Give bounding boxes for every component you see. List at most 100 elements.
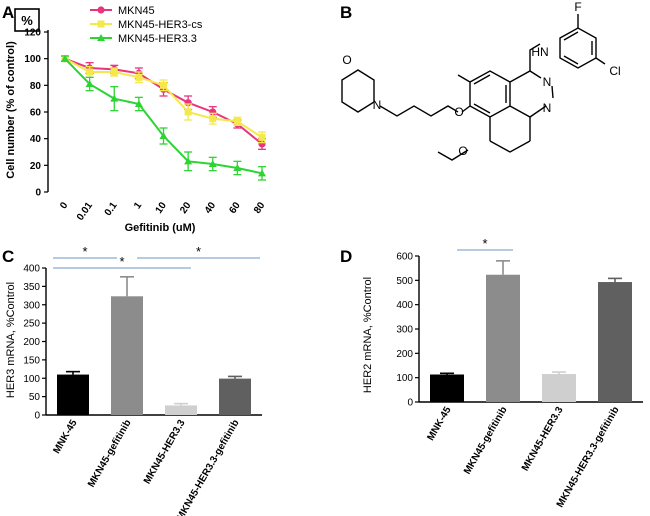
panel-label-d: D (340, 247, 352, 266)
propyl-chain (379, 105, 459, 117)
significance-star: * (82, 244, 87, 259)
panel-label-b: B (340, 3, 352, 22)
data-point (233, 117, 241, 125)
y-axis-title-c: HER3 mRNA, %Control (5, 282, 17, 398)
atom-cl: Cl (609, 64, 620, 78)
chemical-structure-gefitinib (341, 14, 606, 161)
phenyl-ring (559, 27, 597, 69)
aniline-link (529, 43, 541, 71)
y-tick-label: 100 (396, 373, 413, 384)
significance-star: * (482, 236, 487, 251)
bar (57, 374, 89, 415)
y-tick-label: 0 (407, 398, 413, 409)
phenyl-double-bonds (563, 31, 593, 65)
y-tick-label-a: 0 (35, 188, 41, 199)
y-tick-label: 150 (23, 355, 40, 366)
methoxy-chain (437, 149, 469, 161)
bar (486, 274, 520, 402)
data-point (85, 80, 94, 87)
panel-label-c: C (2, 247, 14, 266)
data-point (208, 160, 217, 167)
y-tick-label-a: 80 (30, 81, 42, 92)
benzene-double-bonds (473, 74, 507, 114)
pyrimidine-ring (509, 70, 547, 118)
panel-a: A % Cell number (% of control) Gefitinib… (2, 3, 268, 234)
ring-substituents (457, 74, 471, 113)
y-axis-title-a: Cell number (% of control) (5, 41, 17, 179)
y-tick-label-a: 60 (30, 108, 42, 119)
atom-labels: N O O O N N HN F Cl (342, 0, 620, 158)
data-point (159, 132, 168, 139)
atom-o-ether: O (454, 105, 463, 119)
x-tick-label: MKN45-HER3.3-gefitinib (175, 418, 242, 516)
series-line-2 (64, 57, 263, 175)
data-point (184, 157, 193, 165)
legend-marker (97, 20, 105, 28)
bar (598, 282, 632, 402)
data-point (160, 81, 167, 89)
pyrimidine-lower (489, 117, 531, 153)
series-line-1 (64, 57, 263, 139)
legend-label: MKN45-HER3-cs (118, 19, 203, 31)
y-tick-label: 600 (396, 252, 413, 263)
y-tick-label: 350 (23, 282, 40, 293)
legend-marker (97, 34, 105, 41)
data-point (258, 169, 266, 177)
x-tick-label: MKN45-gefitinib (462, 405, 510, 476)
benzene-ring (469, 70, 511, 118)
atom-hn: HN (531, 45, 548, 59)
data-point (110, 68, 118, 76)
pyrimidine-bond (551, 85, 554, 99)
y-tick-label: 100 (23, 374, 40, 385)
x-tick-label: MKN45-HER3.3 (520, 405, 566, 473)
atom-n-morpholine: N (373, 98, 382, 112)
y-tick-label: 400 (23, 264, 40, 275)
y-tick-label: 300 (396, 325, 413, 336)
y-tick-label: 50 (29, 392, 41, 403)
y-tick-label: 250 (23, 319, 40, 330)
y-tick-label: 300 (23, 300, 40, 311)
x-tick-label-a: 20 (178, 200, 194, 216)
atom-o-morpholine: O (342, 53, 351, 67)
y-tick-label-a: 120 (24, 28, 41, 39)
x-tick-label-a: 10 (154, 200, 170, 216)
data-point (258, 133, 266, 141)
data-point (209, 115, 217, 123)
atom-f: F (574, 0, 581, 14)
legend-label: MKN45 (118, 5, 155, 17)
x-tick-label-a: 40 (203, 200, 219, 216)
bar (165, 405, 197, 415)
data-point (86, 68, 94, 76)
data-point (135, 73, 143, 81)
x-tick-label: MNK-45 (51, 418, 79, 456)
significance-star: * (196, 244, 201, 259)
data-point (184, 108, 192, 116)
data-point (110, 94, 119, 102)
atom-n-quinazoline-1: N (543, 75, 552, 89)
y-tick-label-a: 20 (30, 161, 42, 172)
panel-label-a: A (2, 3, 14, 22)
x-tick-label: MKN45-HER3.3-gefitinib (555, 405, 622, 510)
significance-star: * (119, 254, 124, 269)
corner-mark: % (21, 13, 33, 28)
x-tick-label-a: 80 (252, 200, 268, 216)
panel-d: D HER2 mRNA, %Control 0 100 200 300 400 500 60… (340, 236, 643, 510)
y-tick-label: 200 (23, 337, 40, 348)
x-tick-label: MKN45-gefitinib (86, 418, 134, 489)
x-tick-label-a: 0 (58, 200, 70, 211)
corner-box (14, 8, 40, 32)
bar (111, 296, 143, 415)
bar (542, 374, 576, 402)
y-tick-label: 400 (396, 300, 413, 311)
atom-n-quinazoline-2: N (543, 101, 552, 115)
y-tick-label-a: 40 (30, 134, 42, 145)
panel-b: B N O O O (340, 0, 621, 161)
data-point (134, 100, 143, 107)
legend-label: MKN45-HER3.3 (118, 33, 197, 45)
x-tick-label-a: 1 (132, 200, 144, 211)
halogen-bonds (577, 14, 606, 65)
panel-c: C HER3 mRNA, %Control 0 50 100 150 200 250 300… (2, 244, 262, 516)
bar (219, 378, 251, 415)
data-point (233, 164, 242, 171)
